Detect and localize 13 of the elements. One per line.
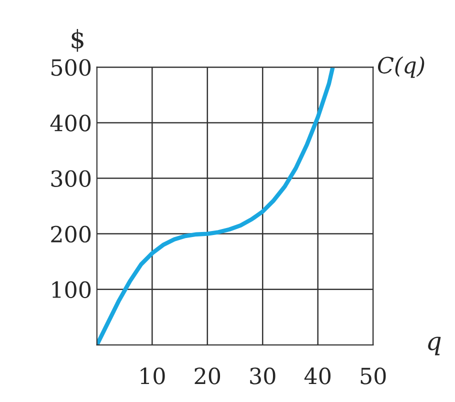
x-tick-label: 30 — [250, 368, 276, 384]
y-axis-title: $ — [72, 29, 84, 52]
x-tick-label: 10 — [140, 368, 165, 384]
x-axis-title: q — [428, 336, 441, 356]
y-tick-label: 100 — [52, 281, 91, 298]
y-tick-label: 400 — [50, 114, 91, 132]
x-tick-label: 20 — [194, 368, 220, 384]
x-tick-label: 40 — [304, 368, 331, 384]
text: C(q) — [378, 56, 424, 78]
y-tick-label: 300 — [51, 170, 91, 188]
y-tick-label: 200 — [51, 226, 91, 243]
y-tick-label: 500 — [52, 59, 91, 76]
x-tick-label: 50 — [360, 368, 386, 384]
